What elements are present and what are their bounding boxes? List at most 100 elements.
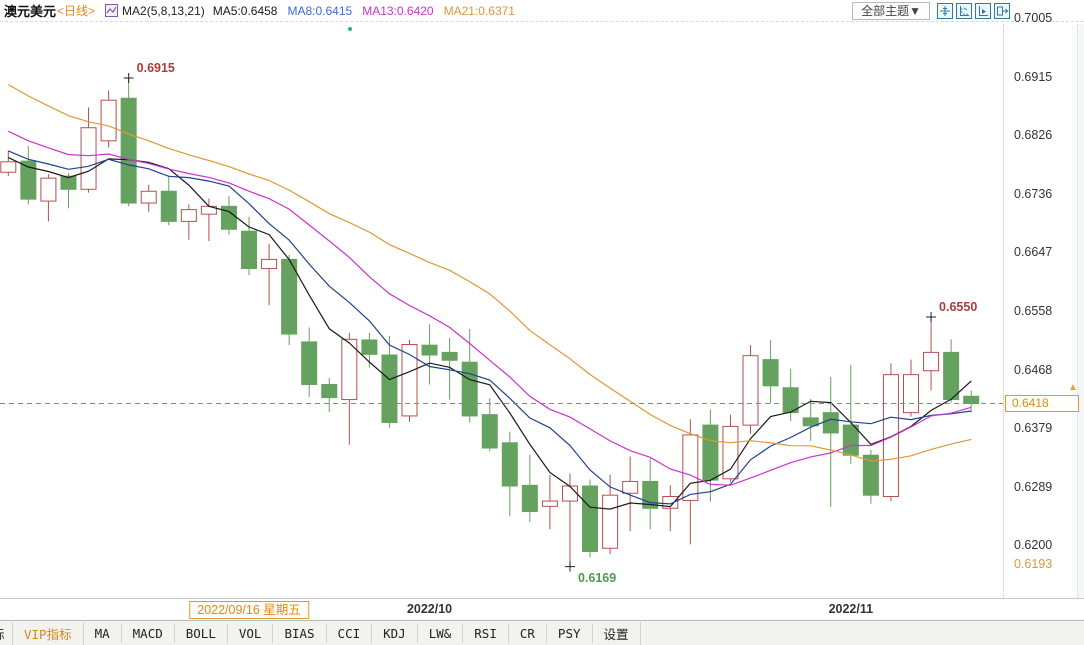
- axis-scale-icon[interactable]: [956, 3, 972, 19]
- tab-label: KDJ: [383, 625, 406, 641]
- candle-up: [100, 99, 117, 142]
- candle-up: [40, 177, 57, 202]
- axis-play-icon[interactable]: [975, 3, 991, 19]
- indicator-tab-cci[interactable]: CCI: [327, 623, 373, 643]
- tab-label: MACD: [132, 625, 163, 641]
- indicator-tab-psy[interactable]: PSY: [547, 623, 593, 643]
- indicator-tab-macd[interactable]: MACD: [122, 623, 175, 643]
- y-axis-tick-label: 0.6915: [1014, 69, 1053, 84]
- indicator-tab-设置[interactable]: 设置: [593, 621, 641, 645]
- theme-dropdown-button[interactable]: 全部主题▼: [852, 2, 930, 20]
- extreme-price-annotation: 0.6169: [577, 570, 617, 585]
- current-price-badge: 0.6418: [1005, 395, 1079, 413]
- indicator-tab-cr[interactable]: CR: [509, 623, 547, 643]
- candle-down: [281, 258, 298, 335]
- candle-down: [963, 395, 980, 404]
- ma-legend-item: MA5:0.6458: [212, 3, 278, 18]
- candle-down: [822, 412, 839, 434]
- tab-label: BIAS: [284, 625, 315, 641]
- candle-up: [903, 374, 919, 414]
- candle-up: [541, 500, 558, 507]
- candle-up: [401, 344, 418, 417]
- y-axis-tick-label: 0.6379: [1014, 421, 1053, 436]
- pane-shift-icon[interactable]: [994, 3, 1010, 19]
- candle-up: [722, 425, 739, 480]
- candle-down: [521, 484, 538, 513]
- indicator-toolbar: 标 VIP指标 MA MACD BOLL VOL BIAS CCI KDJ LW&RSI CR PSY…: [0, 620, 1084, 645]
- selected-date-label: 2022/09/16 星期五: [189, 601, 309, 619]
- indicator-tab-bias[interactable]: BIAS: [273, 623, 327, 643]
- candle-up: [261, 258, 278, 270]
- indicator-tab-rsi[interactable]: RSI: [463, 623, 509, 643]
- month-label-october: 2022/10: [406, 602, 453, 616]
- candle-down: [481, 414, 498, 449]
- annotation-plus-marker: [123, 72, 134, 83]
- tab-label: CCI: [337, 625, 361, 641]
- candle-down: [120, 97, 137, 204]
- y-axis-tick-label: 0.7005: [1014, 11, 1053, 25]
- candle-down: [20, 160, 37, 200]
- plot-axis-separator: [1003, 24, 1004, 598]
- tab-label: BOLL: [185, 625, 216, 641]
- tab-label: RSI: [474, 625, 497, 641]
- right-edge-strip: [1077, 24, 1084, 598]
- candle-down: [421, 344, 438, 356]
- low-price-axis-label: 0.6193: [1014, 557, 1053, 572]
- candle-down: [321, 383, 338, 399]
- x-axis-date-row: 2022/09/16 星期五 2022/10 2022/11: [0, 598, 1084, 620]
- candle-up: [602, 494, 619, 549]
- indicator-tab-boll[interactable]: BOLL: [175, 623, 228, 643]
- y-axis-tick-label: 0.6289: [1014, 479, 1053, 494]
- crosshair-icon[interactable]: [937, 3, 953, 19]
- candle-down: [943, 351, 960, 401]
- chart-toolbox: [937, 3, 1010, 19]
- indicator-tab-kdj[interactable]: KDJ: [372, 623, 418, 643]
- tab-label: MA: [94, 625, 110, 641]
- y-axis-tick-label: 0.6558: [1014, 303, 1053, 318]
- candle-down: [702, 424, 719, 481]
- top-right-controls: 全部主题▼: [852, 2, 1010, 20]
- extreme-price-annotation: 0.6550: [939, 300, 978, 315]
- candle-up: [0, 161, 17, 173]
- candle-down: [241, 230, 258, 270]
- paint-dot-marker: [348, 27, 352, 31]
- y-axis-tick-label: 0.6200: [1014, 538, 1053, 553]
- indicator-tab-标[interactable]: 标: [0, 621, 13, 645]
- candle-up: [180, 209, 197, 222]
- y-axis-tick-label: 0.6647: [1014, 245, 1053, 260]
- indicator-tab-ma[interactable]: MA: [84, 623, 122, 643]
- tab-label: VOL: [238, 625, 262, 641]
- candle-down: [301, 341, 318, 385]
- candle-down: [441, 351, 458, 361]
- ma5-line: [8, 157, 972, 510]
- candle-down: [762, 359, 779, 387]
- y-axis-tick-label: 0.6468: [1014, 362, 1053, 377]
- ma21-line: [8, 84, 972, 462]
- candle-down: [802, 417, 819, 427]
- candle-up: [140, 190, 157, 204]
- candle-down: [160, 190, 177, 222]
- indicator-tab-vol[interactable]: VOL: [228, 623, 274, 643]
- price-up-arrow-icon: ▲: [1068, 382, 1078, 394]
- ma8-line: [8, 150, 972, 505]
- ma-legend-item: MA13:0.6420: [362, 3, 434, 18]
- ma13-line: [8, 130, 972, 486]
- indicator-tab-vip指标[interactable]: VIP指标: [13, 621, 84, 645]
- tab-label: CR: [519, 625, 535, 641]
- candle-up: [662, 495, 679, 509]
- annotation-plus-marker: [564, 561, 575, 572]
- candle-down: [461, 361, 478, 417]
- candle-up: [682, 434, 699, 501]
- candle-down: [582, 485, 599, 553]
- tab-label: LW&: [428, 625, 452, 641]
- candle-up: [742, 355, 759, 426]
- y-axis-tick-label: 0.6736: [1014, 187, 1053, 202]
- indicator-tab-lw&[interactable]: LW&: [418, 623, 464, 643]
- month-label-november: 2022/11: [828, 602, 874, 616]
- candle-up: [622, 480, 639, 494]
- ma-legend-item: MA21:0.6371: [443, 3, 515, 18]
- period-label: <日线>: [57, 4, 96, 18]
- candle-down: [60, 175, 77, 190]
